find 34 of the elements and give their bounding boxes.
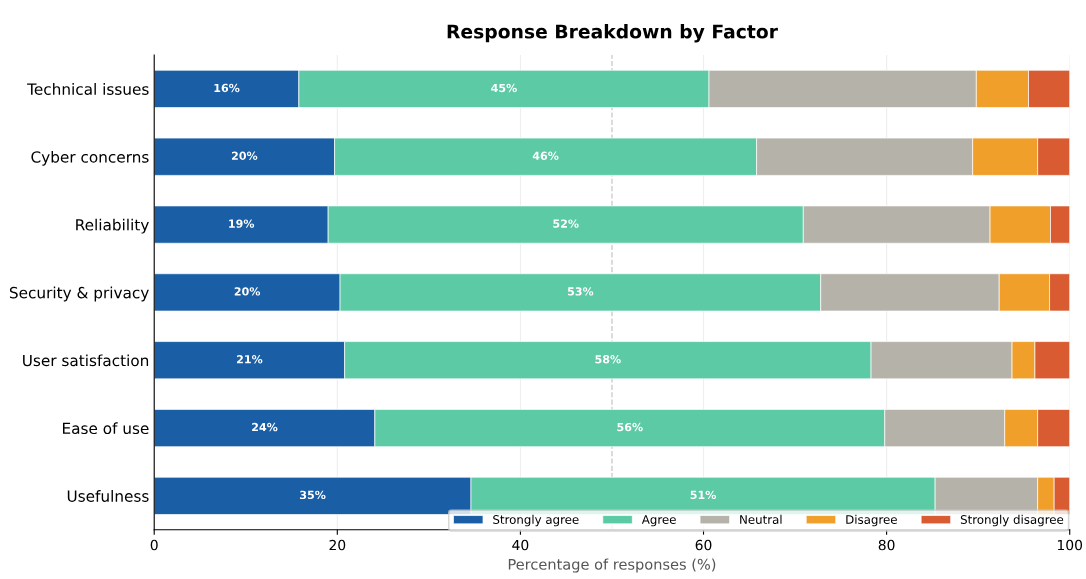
data-label: 45% bbox=[491, 83, 517, 93]
data-label: 58% bbox=[595, 355, 621, 364]
y-tick-label: Reliability bbox=[76, 218, 149, 234]
data-label: 20% bbox=[234, 287, 261, 296]
data-label: 24% bbox=[252, 422, 278, 432]
y-tick-label: Usefulness bbox=[67, 490, 149, 502]
data-label: 21% bbox=[237, 355, 263, 364]
y-tick-label: User satisfaction bbox=[23, 354, 149, 367]
y-tick-label: Cyber concerns bbox=[31, 150, 149, 166]
legend-label: Strongly disagree bbox=[960, 514, 1064, 527]
x-tick-label: 60 bbox=[695, 539, 712, 551]
x-tick-label: 80 bbox=[878, 539, 895, 551]
x-tick-label: 40 bbox=[512, 539, 529, 551]
x-tick-label: 100 bbox=[1057, 539, 1083, 551]
y-tick-label: Security & privacy bbox=[9, 286, 149, 302]
data-label: 19% bbox=[229, 219, 255, 228]
y-tick-label: Technical issues bbox=[27, 83, 149, 95]
data-label: 16% bbox=[214, 83, 240, 93]
data-label: 46% bbox=[532, 151, 559, 160]
legend-label: Strongly agree bbox=[493, 514, 579, 527]
legend-label: Neutral bbox=[740, 514, 782, 524]
data-label: 52% bbox=[553, 219, 579, 228]
data-label: 51% bbox=[690, 490, 716, 500]
data-label: 35% bbox=[300, 490, 326, 500]
x-tick-label: 0 bbox=[150, 539, 158, 551]
chart-title: Response Breakdown by Factor bbox=[447, 24, 778, 43]
legend-label: Agree bbox=[641, 515, 676, 527]
data-label: 56% bbox=[617, 422, 643, 432]
legend-label: Disagree bbox=[846, 514, 897, 527]
data-label: 20% bbox=[231, 151, 258, 160]
y-tick-label: Ease of use bbox=[63, 422, 149, 435]
x-axis-title: Percentage of responses (%) bbox=[508, 558, 716, 573]
data-label: 53% bbox=[567, 287, 594, 296]
x-tick-label: 20 bbox=[329, 539, 346, 551]
